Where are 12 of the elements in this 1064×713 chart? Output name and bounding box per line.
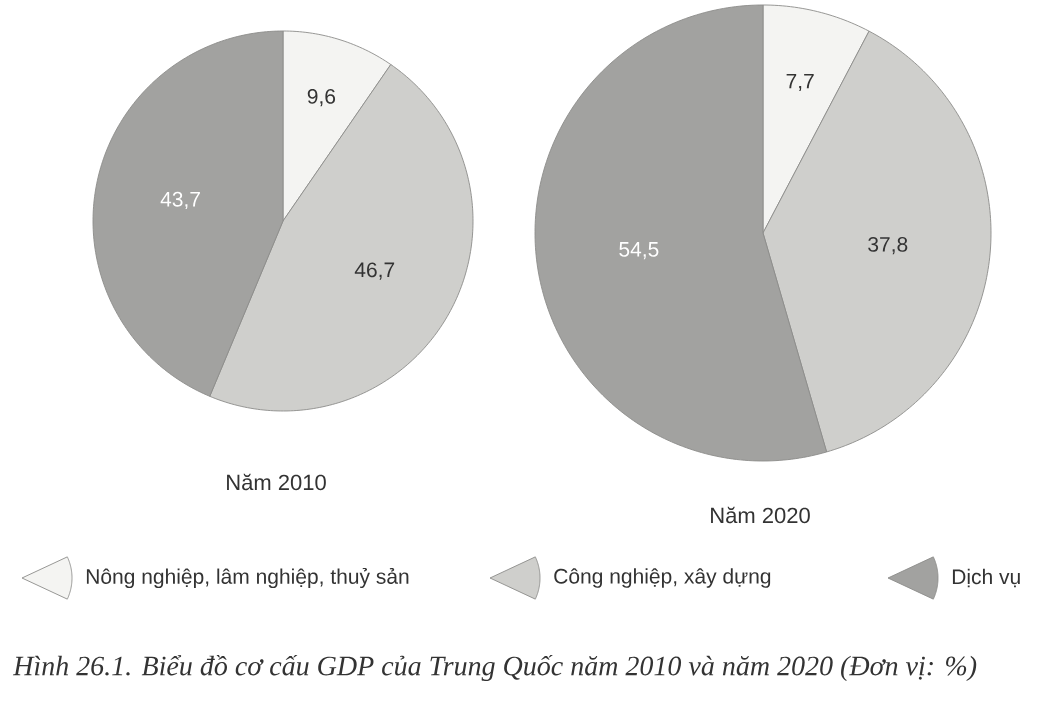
data-label: 43,7 — [160, 191, 200, 210]
data-label: 37,8 — [868, 236, 908, 255]
data-label: 46,7 — [354, 262, 395, 280]
data-label: 54,5 — [619, 242, 659, 260]
text: Hình 26.1. Biểu đồ cơ cấu GDP của Trung Quốc năm 2010 và năm 2020 (Đơn vị: %) — [12, 654, 977, 682]
data-label: 7,7 — [786, 73, 814, 92]
data-label: 9,6 — [307, 88, 336, 107]
text: Năm 2020 — [711, 506, 810, 524]
text: Năm 2010 — [227, 473, 326, 491]
legend-label: Nông nghiệp, lâm nghiệp, thuỷ sản — [86, 567, 409, 589]
legend-label: Công nghiệp, xây dựng — [554, 568, 771, 588]
legend-label: Dịch vụ — [952, 568, 1020, 588]
